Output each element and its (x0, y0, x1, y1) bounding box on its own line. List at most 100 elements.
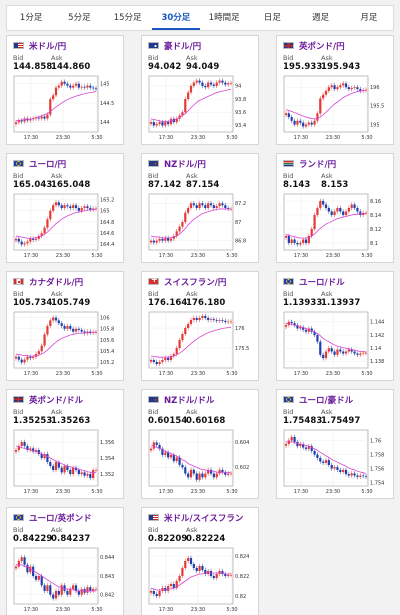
candle (63, 466, 66, 473)
rate-card[interactable]: ユーロ/英ポンド Bid Ask 0.84229 0.84237 0.844 0.843 0.… (6, 507, 124, 615)
pair-title[interactable]: 豪ドル/円 (148, 39, 201, 52)
candle (164, 452, 167, 455)
candle (195, 473, 198, 480)
rate-card[interactable]: NZドル/円 Bid Ask 87.142 87.154 87.2 87 86.8 17:30 2… (141, 153, 259, 263)
candle (43, 585, 46, 591)
candle (207, 318, 210, 320)
candle (52, 317, 55, 321)
candle (29, 448, 32, 450)
candle (57, 85, 60, 88)
x-tick-label: 17:30 (24, 135, 38, 141)
pair-title[interactable]: ランド/円 (283, 157, 336, 170)
mini-chart[interactable]: 0.844 0.843 0.842 17:30 23:30 5:30 (13, 547, 120, 613)
mini-chart[interactable]: 165.2 165 164.8 164.6 164.4 17:30 23:30 5:30 (13, 193, 120, 259)
rate-card[interactable]: 英ポンド/円 Bid Ask 195.933 195.943 196 195.5 195 17:… (276, 35, 394, 145)
rate-card[interactable]: 米ドル/スイスフラン Bid Ask 0.82209 0.82224 0.824 0.822… (141, 507, 259, 615)
mini-chart[interactable]: 196 195.5 195 17:30 23:30 5:30 (283, 75, 390, 141)
candle (40, 345, 43, 352)
candle (17, 238, 20, 242)
rate-card[interactable]: カナダドル/円 Bid Ask 105.734 105.749 106 105.8 105.6… (6, 271, 124, 381)
candle (195, 318, 198, 320)
rate-card[interactable]: ユーロ/豪ドル Bid Ask 1.75483 1.75497 1.76 1.758 1.75… (276, 389, 394, 499)
pair-title[interactable]: ユーロ/円 (13, 157, 66, 170)
mini-chart[interactable]: 87.2 87 86.8 17:30 23:30 5:30 (148, 193, 255, 259)
tab-1分足[interactable]: 1分足 (19, 13, 43, 23)
candle (14, 356, 18, 359)
candle (322, 201, 325, 205)
candle (158, 362, 161, 364)
mini-chart[interactable]: 1.144 1.142 1.14 1.138 17:30 23:30 5:30 (283, 311, 390, 377)
y-tick-label: 105.6 (100, 338, 114, 344)
candle (175, 118, 178, 123)
tab-日足[interactable]: 日足 (263, 13, 281, 23)
mini-chart[interactable]: 8.16 8.14 8.12 8.1 17:30 23:30 5:30 (283, 193, 390, 259)
x-tick-label: 23:30 (56, 489, 70, 495)
candle (215, 82, 218, 86)
candle (350, 204, 353, 208)
ask-label: Ask (321, 290, 333, 298)
x-tick-label: 5:30 (91, 607, 102, 613)
y-tick-label: 195.5 (370, 104, 384, 110)
mini-chart[interactable]: 1.356 1.354 1.352 17:30 23:30 5:30 (13, 429, 120, 495)
rate-card[interactable]: ランド/円 Bid Ask 8.143 8.153 8.16 8.14 8.12 8.1 17:3… (276, 153, 394, 263)
pair-title[interactable]: 英ポンド/円 (283, 39, 345, 52)
rate-card[interactable]: 英ポンド/ドル Bid Ask 1.35253 1.35263 1.356 1.354 1.3… (6, 389, 124, 499)
gb-flag-icon (283, 42, 294, 49)
mini-chart[interactable]: 94 93.8 93.6 93.4 17:30 23:30 5:30 (148, 75, 255, 141)
candle (342, 83, 345, 86)
candle (23, 442, 26, 446)
pair-title[interactable]: 英ポンド/ドル (13, 393, 83, 406)
candle (155, 124, 158, 126)
candle (158, 591, 161, 596)
moving-average-line (15, 445, 96, 473)
pair-title[interactable]: スイスフラン/円 (148, 275, 226, 288)
x-tick-label: 23:30 (191, 135, 205, 141)
bid-price: 0.84229 (13, 534, 53, 544)
candle (187, 92, 190, 100)
tab-週足[interactable]: 週足 (312, 13, 330, 23)
pair-title[interactable]: NZドル/ドル (148, 393, 214, 406)
mini-chart[interactable]: 1.76 1.758 1.756 1.754 17:30 23:30 5:30 (283, 429, 390, 495)
candle (212, 84, 215, 86)
mini-chart[interactable]: 176 175.5 17:30 23:30 5:30 (148, 311, 255, 377)
mini-chart[interactable]: 145 144.5 144 17:30 23:30 5:30 (13, 75, 120, 141)
candle (224, 82, 227, 85)
pair-title[interactable]: ユーロ/ドル (283, 275, 345, 288)
candle (299, 243, 302, 245)
pair-title[interactable]: カナダドル/円 (13, 275, 83, 288)
rate-card[interactable]: ユーロ/円 Bid Ask 165.043 165.048 165.2 165 164.8 16… (6, 153, 124, 263)
y-tick-label: 175.5 (235, 346, 249, 352)
mini-chart[interactable]: 0.824 0.822 0.82 17:30 23:30 5:30 (148, 547, 255, 613)
tab-1時間足[interactable]: 1時間足 (208, 13, 240, 23)
pair-title[interactable]: 米ドル/スイスフラン (148, 511, 243, 524)
tab-5分足[interactable]: 5分足 (68, 13, 91, 23)
candle (80, 472, 83, 474)
rate-card[interactable]: 米ドル/円 Bid Ask 144.858 144.860 145 144.5 144 17:3… (6, 35, 124, 145)
candle (224, 472, 227, 475)
mini-chart[interactable]: 106 105.8 105.6 105.4 105.2 17:30 23:30 5:30 (13, 311, 120, 377)
y-tick-label: 0.602 (235, 465, 249, 471)
mini-chart[interactable]: 0.604 0.602 17:30 23:30 5:30 (148, 429, 255, 495)
ask-label: Ask (51, 408, 63, 416)
candle (307, 328, 310, 332)
tab-月足[interactable]: 月足 (360, 13, 378, 23)
x-tick-label: 5:30 (91, 253, 102, 259)
pair-title[interactable]: ユーロ/豪ドル (283, 393, 353, 406)
rate-card[interactable]: NZドル/ドル Bid Ask 0.60154 0.60168 0.604 0.602 17:… (141, 389, 259, 499)
pair-title[interactable]: ユーロ/英ポンド (13, 511, 92, 524)
candle (172, 454, 175, 462)
rate-card[interactable]: ユーロ/ドル Bid Ask 1.13933 1.13937 1.144 1.142 1.14… (276, 271, 394, 381)
pair-name: 豪ドル/円 (164, 41, 202, 52)
candle (296, 120, 299, 125)
candle (20, 557, 23, 562)
candle (149, 122, 153, 124)
candle (310, 122, 313, 125)
tab-30分足[interactable]: 30分足 (151, 6, 200, 30)
rate-card[interactable]: 豪ドル/円 Bid Ask 94.042 94.049 94 93.8 93.6 93.4 17:… (141, 35, 259, 145)
candle (155, 362, 158, 364)
pair-title[interactable]: 米ドル/円 (13, 39, 66, 52)
candle (364, 476, 368, 477)
pair-title[interactable]: NZドル/円 (148, 157, 206, 170)
tab-15分足[interactable]: 15分足 (113, 13, 142, 23)
